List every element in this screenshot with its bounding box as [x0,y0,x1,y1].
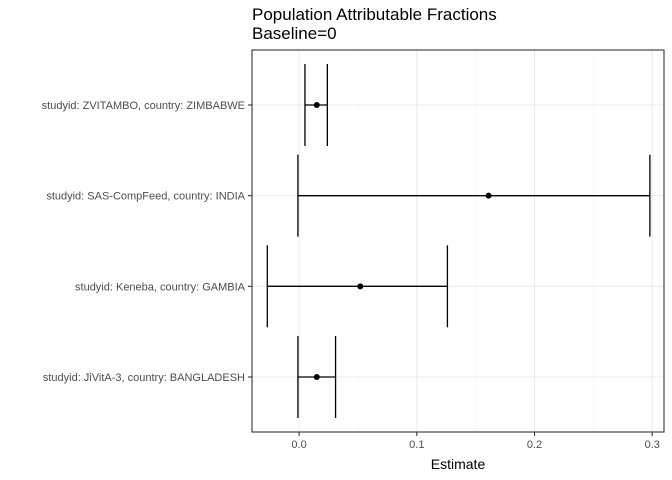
y-category-label: studyid: SAS-CompFeed, country: INDIA [46,191,245,203]
chart-title: Population Attributable Fractions [252,5,497,24]
x-tick-label: 0.1 [409,439,424,451]
y-category-label: studyid: Keneba, country: GAMBIA [75,281,246,293]
y-category-label: studyid: JiVitA-3, country: BANGLADESH [43,372,245,384]
x-tick-label: 0.2 [527,439,542,451]
estimate-point [485,192,492,199]
estimate-point [357,283,364,290]
x-tick-label: 0.3 [645,439,660,451]
estimate-point [313,374,320,380]
grid [252,50,664,432]
axes: 0.0 0.1 0.2 0.3 studyid: ZVITAMBO, country: … [42,100,660,451]
panel-border [251,49,665,433]
x-tick-label: 0.0 [291,439,306,451]
chart-subtitle: Baseline=0 [252,24,337,43]
data-marks [266,64,651,418]
estimate-point [313,102,320,108]
x-axis-title: Estimate [431,456,486,472]
y-category-label: studyid: ZVITAMBO, country: ZIMBABWE [42,100,245,112]
